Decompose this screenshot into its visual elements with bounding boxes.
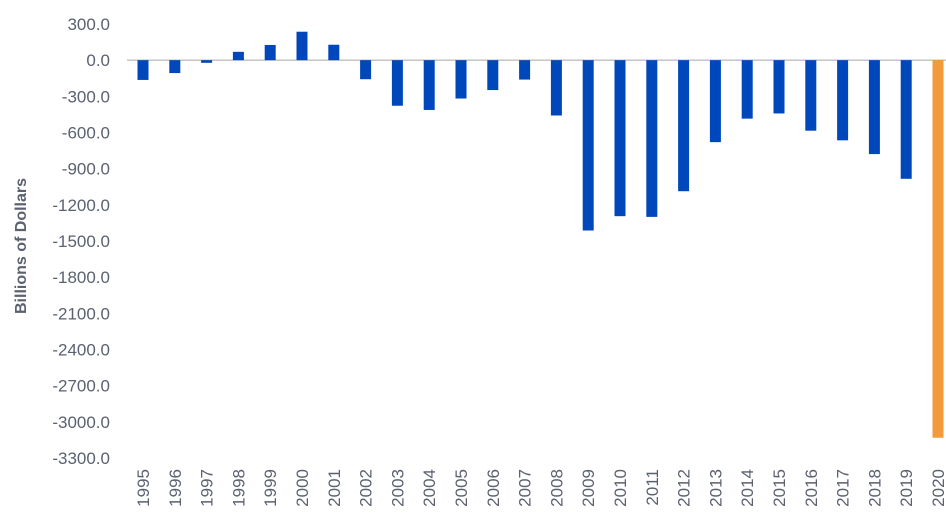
x-tick-label: 2014 bbox=[738, 469, 757, 507]
x-tick-label: 1995 bbox=[134, 469, 153, 507]
x-tick-label: 2004 bbox=[420, 469, 439, 507]
bar-2020 bbox=[932, 60, 944, 438]
x-tick-label: 1997 bbox=[198, 469, 217, 507]
x-tick-label: 2009 bbox=[579, 469, 598, 507]
x-tick-label: 2008 bbox=[547, 469, 566, 507]
x-tick-label: 2007 bbox=[516, 469, 535, 507]
x-tick-label: 2016 bbox=[802, 469, 821, 507]
x-tick-label: 2002 bbox=[357, 469, 376, 507]
bar-2009 bbox=[582, 60, 594, 231]
y-tick-label: -600.0 bbox=[62, 124, 110, 143]
bar-2015 bbox=[773, 60, 785, 114]
y-axis: 300.0 0.0 -300.0 -600.0 -900.0 -1200.0 -1500.0… bbox=[52, 15, 110, 468]
bar-2005 bbox=[455, 60, 467, 99]
x-tick-label: 2019 bbox=[897, 469, 916, 507]
bar-2018 bbox=[868, 60, 880, 155]
bar-2006 bbox=[487, 60, 499, 91]
x-axis: 1995 1996 1997 1998 1999 2000 2001 2002 2003 2004… bbox=[134, 469, 946, 507]
y-tick-label: 0.0 bbox=[86, 51, 110, 70]
y-tick-label: -2100.0 bbox=[52, 304, 110, 323]
x-tick-label: 2000 bbox=[293, 469, 312, 507]
x-tick-label: 2013 bbox=[706, 469, 725, 507]
x-tick-label: 2017 bbox=[834, 469, 853, 507]
bar-1999 bbox=[264, 44, 276, 61]
x-tick-label: 2012 bbox=[675, 469, 694, 507]
x-tick-label: 2010 bbox=[611, 469, 630, 507]
bar-1998 bbox=[232, 51, 244, 61]
x-tick-label: 2001 bbox=[325, 469, 344, 507]
bar-2011 bbox=[646, 60, 658, 217]
y-tick-label: -1800.0 bbox=[52, 268, 110, 287]
x-tick-label: 1999 bbox=[261, 469, 280, 507]
bar-2012 bbox=[678, 60, 690, 192]
bar-2001 bbox=[328, 44, 340, 61]
bar-1995 bbox=[137, 60, 149, 80]
x-tick-label: 1998 bbox=[229, 469, 248, 507]
x-tick-label: 1996 bbox=[166, 469, 185, 507]
y-tick-label: -1200.0 bbox=[52, 196, 110, 215]
bar-2000 bbox=[296, 31, 308, 61]
bar-2007 bbox=[519, 60, 531, 80]
y-tick-label: -2700.0 bbox=[52, 377, 110, 396]
y-tick-label: 300.0 bbox=[67, 15, 110, 34]
y-tick-label: -900.0 bbox=[62, 160, 110, 179]
bars bbox=[137, 31, 944, 438]
bar-2016 bbox=[805, 60, 817, 131]
x-tick-label: 2020 bbox=[929, 469, 946, 507]
bar-2013 bbox=[709, 60, 721, 143]
bar-2003 bbox=[391, 60, 403, 106]
y-tick-label: -1500.0 bbox=[52, 232, 110, 251]
bar-2002 bbox=[360, 60, 372, 80]
y-tick-label: -3300.0 bbox=[52, 449, 110, 468]
x-tick-label: 2015 bbox=[770, 469, 789, 507]
bar-2004 bbox=[423, 60, 435, 110]
y-tick-label: -2400.0 bbox=[52, 341, 110, 360]
bar-2008 bbox=[550, 60, 562, 116]
y-tick-label: -300.0 bbox=[62, 87, 110, 106]
bar-2019 bbox=[900, 60, 912, 179]
y-tick-label: -3000.0 bbox=[52, 413, 110, 432]
x-tick-label: 2005 bbox=[452, 469, 471, 507]
y-axis-title: Billions of Dollars bbox=[13, 178, 30, 314]
x-tick-label: 2003 bbox=[388, 469, 407, 507]
x-tick-label: 2006 bbox=[484, 469, 503, 507]
bar-2017 bbox=[837, 60, 849, 141]
bar-1997 bbox=[201, 60, 213, 63]
bar-1996 bbox=[169, 60, 181, 74]
x-tick-label: 2011 bbox=[643, 469, 662, 506]
x-tick-label: 2018 bbox=[865, 469, 884, 507]
bar-2010 bbox=[614, 60, 626, 217]
bar-2014 bbox=[741, 60, 753, 119]
